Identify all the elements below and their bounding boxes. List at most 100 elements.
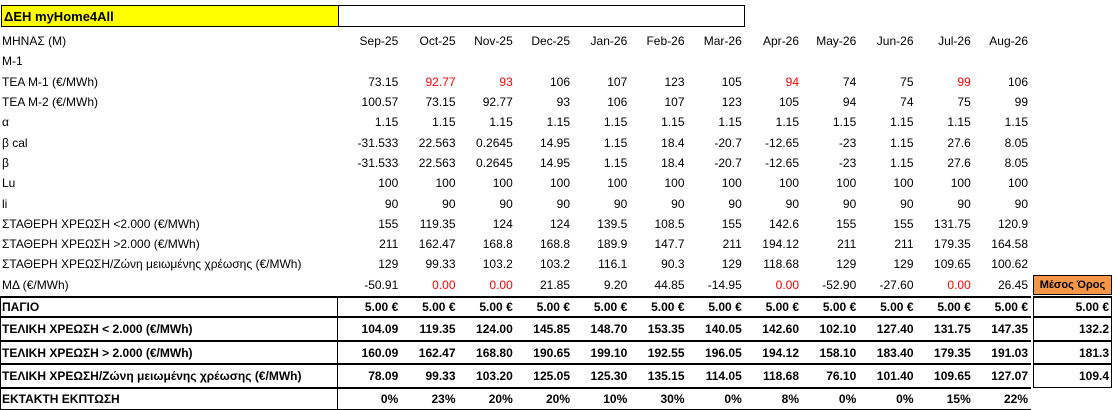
value-cell: 123 [721, 95, 742, 110]
value-cell: 139.5 [597, 216, 628, 231]
value-cell: 100 [836, 176, 857, 191]
value-cell: 119.35 [419, 216, 456, 231]
total-cell: 145.85 [533, 322, 570, 336]
average-cell: 5.00 € [1033, 296, 1112, 317]
value-cell: 1.15 [489, 115, 513, 130]
total-label: ΤΕΛΙΚΗ ΧΡΕΩΣΗ > 2.000 (€/MWh) [0, 341, 338, 364]
total-cell: 15% [946, 392, 971, 406]
value-cell: 94 [785, 74, 799, 89]
average-cell: 181.3 [1033, 341, 1112, 364]
value-cell: 9.20 [603, 277, 628, 292]
value-cell: 99.33 [425, 257, 456, 272]
value-cell: 93 [499, 74, 513, 89]
total-cell: 5.00 € [708, 299, 742, 314]
value-cell: 168.8 [539, 237, 570, 252]
value-cell: 106 [607, 95, 628, 110]
value-cell: 90 [613, 196, 628, 211]
total-cell: 0% [724, 392, 742, 406]
total-cell: 5.00 € [536, 299, 570, 314]
value-cell: 90 [384, 196, 399, 211]
value-cell: 106 [1007, 74, 1028, 89]
month-header: Nov-25 [474, 34, 513, 49]
value-cell: -52.90 [822, 277, 857, 292]
total-label: ΠΑΓΙΟ [0, 296, 338, 317]
total-cell: 5.00 € [880, 299, 914, 314]
value-cell: -20.7 [714, 135, 742, 150]
value-cell: 8.05 [1004, 155, 1028, 170]
value-cell: 1.15 [603, 155, 628, 170]
total-cell: 190.65 [533, 345, 570, 360]
value-cell: 1.15 [832, 115, 857, 130]
value-cell: 22.563 [418, 135, 456, 150]
value-cell: 155 [378, 216, 399, 231]
value-cell: 14.95 [539, 155, 570, 170]
value-cell: -50.91 [364, 277, 399, 292]
empty-cell [338, 5, 745, 27]
value-cell: 73.15 [425, 95, 456, 110]
value-cell: -27.60 [879, 277, 914, 292]
value-cell: 0.00 [775, 277, 799, 292]
value-cell: 0.00 [432, 277, 456, 292]
value-cell: 100 [721, 176, 742, 191]
value-cell: 108.5 [654, 216, 685, 231]
total-label: ΕΚΤΑΚΤΗ ΕΚΠΤΩΣΗ [0, 388, 338, 410]
total-cell: 5.00 € [651, 299, 685, 314]
total-cell: 118.68 [762, 369, 799, 383]
average-cell: 109.4 [1033, 364, 1112, 388]
value-cell: 1.15 [890, 155, 914, 170]
row-label: Lu [2, 176, 16, 191]
value-cell: 118.68 [763, 257, 799, 272]
value-cell: 105 [778, 95, 799, 110]
value-cell: 211 [837, 237, 857, 252]
total-label: ΤΕΛΙΚΗ ΧΡΕΩΣΗ/Ζώνη μειωμένης χρέωσης (€/… [0, 364, 338, 388]
total-cell: 199.10 [590, 345, 628, 360]
total-label: ΤΕΛΙΚΗ ΧΡΕΩΣΗ < 2.000 (€/MWh) [0, 317, 338, 341]
value-cell: 116.1 [598, 257, 628, 272]
total-cell: 147.35 [991, 322, 1028, 336]
average-cell: 132.2 [1033, 317, 1112, 341]
total-cell: 162.47 [418, 345, 456, 360]
total-cell: 124.00 [476, 322, 513, 336]
total-cell: 99.33 [425, 369, 456, 383]
value-cell: 90 [785, 196, 799, 211]
value-cell: 8.05 [1004, 135, 1028, 150]
total-cell: 76.10 [826, 369, 857, 383]
value-cell: 129 [378, 257, 399, 272]
month-header: Apr-26 [762, 34, 799, 49]
value-cell: 100 [378, 176, 399, 191]
value-cell: 100 [778, 176, 799, 191]
value-cell: 131.75 [934, 216, 971, 231]
value-cell: 100 [664, 176, 685, 191]
value-cell: 155 [836, 216, 857, 231]
total-cell: 142.60 [762, 322, 799, 336]
average-header: Μέσος Όρος [1033, 274, 1112, 295]
value-cell: 99 [1014, 95, 1028, 110]
value-cell: 92.77 [425, 74, 456, 89]
row-label: β cal [2, 135, 28, 150]
month-header: Jul-26 [938, 34, 971, 49]
value-cell: 124 [492, 216, 513, 231]
month-header: Feb-26 [646, 34, 685, 49]
value-cell: 1.15 [432, 115, 456, 130]
value-cell: 18.4 [661, 155, 685, 170]
total-cell: 160.09 [361, 345, 399, 360]
value-cell: 100 [549, 176, 570, 191]
row-label: ΣΤΑΘΕΡΗ ΧΡΕΩΣΗ/Ζώνη μειωμένης χρέωσης (€… [2, 257, 302, 272]
total-cell: 5.00 € [822, 299, 857, 314]
value-cell: 92.77 [482, 95, 513, 110]
value-cell: 75 [900, 74, 914, 89]
value-cell: 105 [721, 74, 742, 89]
value-cell: 90 [556, 196, 570, 211]
value-cell: 123 [664, 74, 685, 89]
value-cell: 194.12 [762, 237, 799, 252]
value-cell: 90 [728, 196, 742, 211]
value-cell: 103.2 [539, 257, 570, 272]
total-cell: 127.40 [876, 322, 914, 336]
value-cell: -14.95 [707, 277, 742, 292]
value-cell: 74 [842, 74, 857, 89]
row-label: li [2, 196, 8, 211]
total-cell: 10% [603, 392, 628, 406]
value-cell: 107 [607, 74, 628, 89]
value-cell: 120.9 [997, 216, 1028, 231]
row-label: ΤΕΑ Μ-2 (€/MWh) [2, 95, 99, 110]
